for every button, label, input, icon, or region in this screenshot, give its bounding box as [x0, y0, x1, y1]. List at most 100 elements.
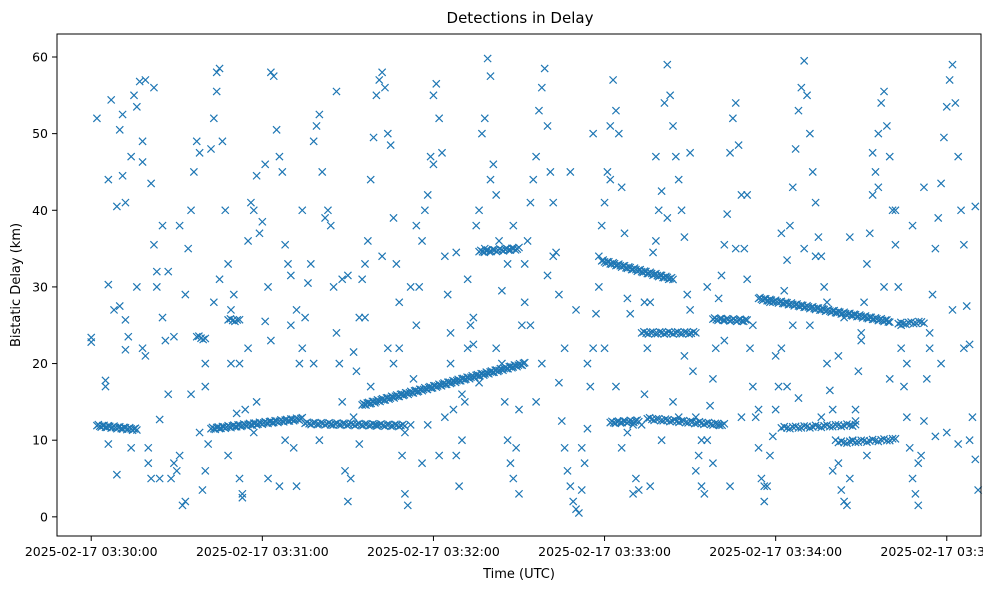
- data-point: [811, 252, 820, 261]
- data-point: [349, 348, 358, 357]
- data-point: [708, 459, 717, 468]
- data-point: [338, 275, 347, 284]
- data-point: [495, 236, 504, 245]
- data-point: [460, 397, 469, 406]
- data-point: [646, 328, 655, 337]
- data-point: [942, 428, 951, 437]
- data-point: [380, 83, 389, 92]
- data-point: [520, 358, 529, 367]
- data-point: [637, 420, 646, 429]
- data-point: [959, 240, 968, 249]
- data-point: [908, 474, 917, 483]
- data-point: [560, 344, 569, 353]
- data-point: [680, 351, 689, 360]
- data-point: [948, 60, 957, 69]
- data-point: [472, 221, 481, 230]
- data-point: [848, 436, 857, 445]
- data-point: [731, 244, 740, 253]
- data-point: [737, 190, 746, 199]
- data-point: [549, 252, 558, 261]
- data-point: [152, 267, 161, 276]
- data-point: [606, 175, 615, 184]
- data-point: [232, 409, 241, 418]
- data-point: [469, 313, 478, 322]
- data-point: [685, 329, 694, 338]
- data-point: [463, 344, 472, 353]
- data-point: [181, 290, 190, 299]
- data-point: [335, 359, 344, 368]
- data-point: [512, 443, 521, 452]
- data-point: [828, 466, 837, 475]
- data-point: [355, 440, 364, 449]
- data-point: [212, 87, 221, 96]
- data-point: [138, 157, 147, 167]
- data-point: [783, 382, 792, 391]
- data-point: [651, 236, 660, 245]
- data-point: [788, 321, 797, 330]
- y-tick-label: 60: [32, 49, 48, 64]
- data-point: [321, 213, 330, 222]
- data-point: [668, 275, 678, 284]
- data-point: [891, 206, 900, 215]
- data-point: [201, 359, 210, 368]
- data-point: [691, 413, 700, 422]
- data-point: [532, 397, 541, 406]
- data-point: [797, 83, 806, 92]
- data-point: [189, 167, 198, 176]
- y-tick-label: 40: [32, 203, 48, 218]
- x-tick-label: 2025-02-17 03:31:00: [196, 544, 329, 559]
- x-tick-label: 2025-02-17 03:35:00: [880, 544, 983, 559]
- y-tick-label: 30: [32, 279, 48, 294]
- data-point: [175, 221, 184, 230]
- data-point: [164, 390, 173, 399]
- data-point: [660, 98, 669, 108]
- data-point: [346, 474, 355, 483]
- data-point: [426, 152, 435, 161]
- data-point: [432, 79, 441, 88]
- data-point: [386, 141, 395, 150]
- data-point: [583, 424, 592, 433]
- data-point: [634, 485, 643, 495]
- data-point: [198, 485, 207, 495]
- data-point: [948, 305, 957, 314]
- data-point: [728, 114, 737, 123]
- data-point: [688, 367, 697, 376]
- data-point: [831, 420, 840, 429]
- data-point: [971, 202, 980, 211]
- data-point: [691, 466, 700, 475]
- data-point: [369, 133, 378, 142]
- data-point: [914, 459, 923, 468]
- data-point: [149, 83, 158, 92]
- data-point: [121, 345, 130, 354]
- data-point: [552, 248, 561, 257]
- data-point: [343, 271, 352, 280]
- data-point: [965, 436, 974, 445]
- data-point: [546, 167, 555, 176]
- data-point: [181, 497, 190, 506]
- data-point: [235, 359, 244, 368]
- data-point: [663, 60, 672, 69]
- data-point: [686, 148, 695, 157]
- data-point: [675, 329, 685, 338]
- data-point: [141, 351, 150, 360]
- data-point: [842, 420, 851, 429]
- data-point: [954, 440, 963, 449]
- data-point: [144, 443, 153, 452]
- data-point: [149, 240, 158, 249]
- data-point: [492, 344, 501, 353]
- data-point: [765, 298, 774, 307]
- data-point: [805, 423, 814, 432]
- data-point: [423, 420, 432, 429]
- data-point: [589, 344, 598, 353]
- data-point: [514, 489, 524, 498]
- data-point: [233, 315, 242, 324]
- data-point: [175, 451, 184, 460]
- data-point: [566, 167, 575, 176]
- data-point: [611, 106, 620, 115]
- data-point: [888, 206, 897, 215]
- data-point: [897, 321, 906, 330]
- data-point: [771, 405, 780, 414]
- data-point: [583, 359, 592, 368]
- data-point: [714, 420, 723, 429]
- data-point: [891, 240, 900, 249]
